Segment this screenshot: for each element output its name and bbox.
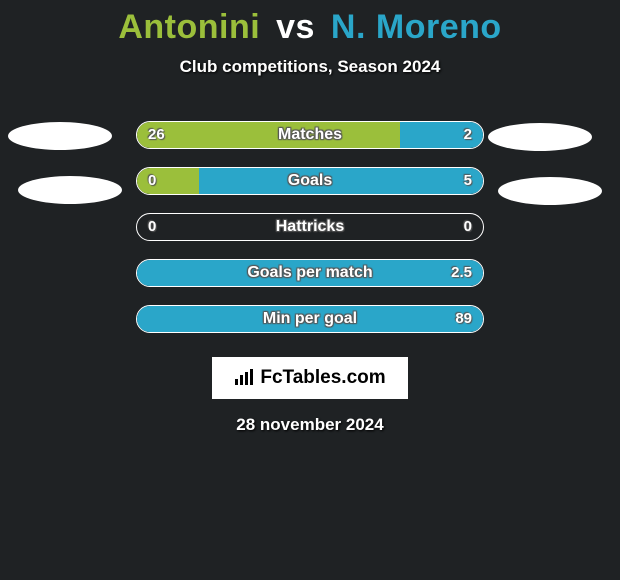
stat-bar-right-fill bbox=[137, 260, 483, 286]
comparison-infographic: Antonini vs N. Moreno Club competitions,… bbox=[0, 0, 620, 580]
stat-row: Hattricks00 bbox=[0, 213, 620, 241]
player-a-name: Antonini bbox=[118, 8, 260, 46]
stat-bars: Matches262 Goals05 Hattricks00 Goals per ma… bbox=[0, 121, 620, 333]
stat-bar-left-fill bbox=[137, 168, 199, 194]
stat-row: Min per goal89 bbox=[0, 305, 620, 333]
stat-bar-left-fill bbox=[137, 122, 400, 148]
stat-bar-right-fill bbox=[137, 306, 483, 332]
stat-row: Goals per match2.5 bbox=[0, 259, 620, 287]
brand-badge: FcTables.com bbox=[212, 357, 407, 399]
stat-row: Goals05 bbox=[0, 167, 620, 195]
page-title: Antonini vs N. Moreno bbox=[0, 0, 620, 47]
title-separator: vs bbox=[276, 8, 315, 46]
stat-bar-right-fill bbox=[400, 122, 483, 148]
player-b-name: N. Moreno bbox=[331, 8, 502, 46]
stat-bar-track bbox=[136, 121, 484, 149]
stat-bar-track bbox=[136, 213, 484, 241]
stat-bar-track bbox=[136, 305, 484, 333]
bars-icon bbox=[234, 368, 256, 386]
stat-bar-right-fill bbox=[199, 168, 483, 194]
brand-text: FcTables.com bbox=[260, 367, 385, 388]
date-label: 28 november 2024 bbox=[0, 415, 620, 435]
subtitle: Club competitions, Season 2024 bbox=[0, 57, 620, 77]
stat-row: Matches262 bbox=[0, 121, 620, 149]
stat-bar-track bbox=[136, 167, 484, 195]
stat-bar-track bbox=[136, 259, 484, 287]
